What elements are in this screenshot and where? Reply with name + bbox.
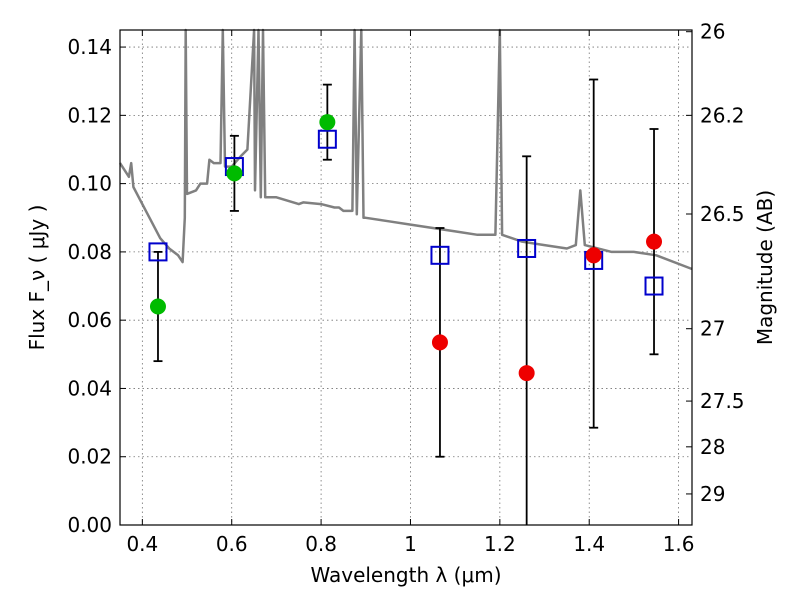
- y2-tick-label: 26: [700, 20, 725, 44]
- x-axis-ticks: 0.4 0.6 0.8 1 1.2 1.4 1.6: [126, 30, 695, 556]
- plot-frame: [119, 29, 693, 526]
- x-tick-label: 0.4: [126, 532, 158, 556]
- x-tick-label: 1.4: [573, 532, 605, 556]
- data-markers: [148, 114, 664, 382]
- y2-tick-label: 27: [700, 317, 725, 341]
- model-square-marker: [644, 276, 664, 296]
- x-tick-label: 0.8: [305, 532, 337, 556]
- error-bars: [153, 78, 659, 525]
- y-tick-label: 0.08: [67, 240, 112, 264]
- observed-point: [431, 334, 448, 351]
- y2-tick-label: 28: [700, 435, 725, 459]
- y-tick-label: 0.10: [67, 172, 112, 196]
- x-tick-label: 1: [404, 532, 417, 556]
- x-tick-label: 0.6: [216, 532, 248, 556]
- model-square-marker: [517, 238, 537, 258]
- y-axis-label: Flux F_ν ( μJy ): [25, 205, 49, 351]
- model-square-marker: [317, 129, 337, 149]
- y-axis-ticks: 0.00 0.02 0.04 0.06 0.08 0.10 0.12 0.14: [67, 35, 126, 537]
- observed-point: [585, 247, 602, 264]
- y2-tick-label: 26.2: [700, 103, 745, 127]
- observed-point: [518, 365, 535, 382]
- observed-point: [149, 298, 166, 315]
- y-tick-label: 0.00: [67, 513, 112, 537]
- model-spectrum: [118, 28, 693, 271]
- spectrum-line: [118, 28, 693, 271]
- observed-point: [319, 114, 336, 131]
- model-square-marker: [430, 245, 450, 265]
- x-tick-label: 1.2: [484, 532, 516, 556]
- grid-lines: [120, 30, 692, 526]
- y-tick-label: 0.06: [67, 308, 112, 332]
- y-tick-label: 0.14: [67, 35, 112, 59]
- y2-tick-label: 26.5: [700, 202, 745, 226]
- observed-point: [226, 165, 243, 182]
- y2-axis-ticks: 26 26.2 26.5 27 27.5 28 29: [686, 20, 745, 506]
- y-tick-label: 0.04: [67, 376, 112, 400]
- model-square-marker: [148, 242, 168, 262]
- y-tick-label: 0.12: [67, 103, 112, 127]
- x-tick-label: 1.6: [663, 532, 695, 556]
- plot-area: [118, 28, 693, 525]
- y-tick-label: 0.02: [67, 445, 112, 469]
- y2-tick-label: 29: [700, 482, 725, 506]
- x-axis-label: Wavelength λ (μm): [310, 563, 501, 587]
- y2-tick-label: 27.5: [700, 389, 745, 413]
- y2-axis-label: Magnitude (AB): [753, 190, 777, 345]
- observed-point: [646, 233, 663, 250]
